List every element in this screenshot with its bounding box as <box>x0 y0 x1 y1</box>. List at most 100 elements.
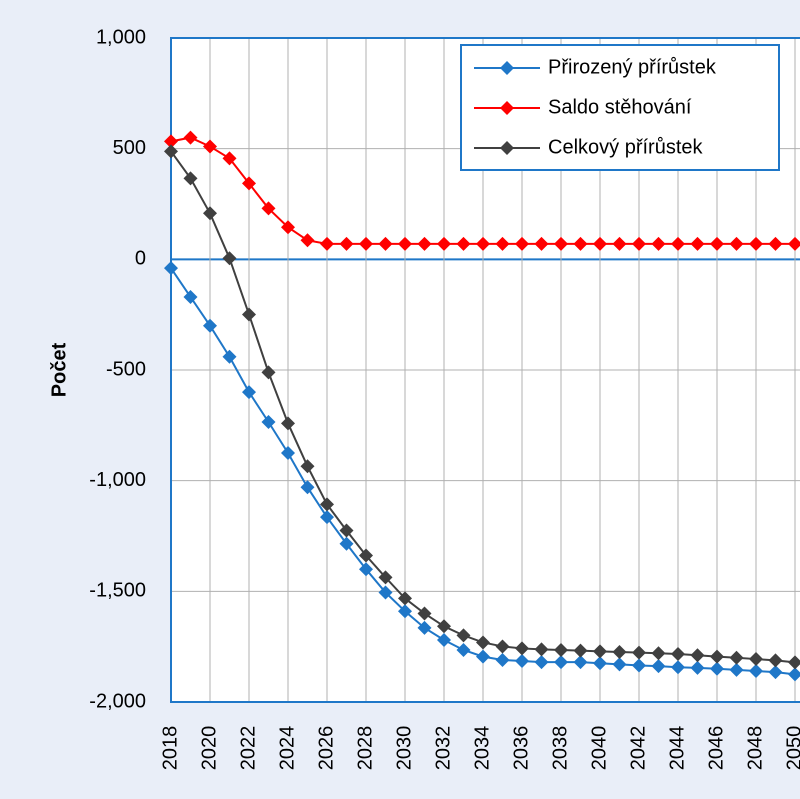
marker <box>378 585 393 600</box>
marker <box>554 642 568 657</box>
marker <box>339 236 354 251</box>
x-tick-label: 2018 <box>159 726 181 771</box>
legend-marker <box>500 101 514 115</box>
y-tick-label: 1,000 <box>96 26 146 48</box>
legend-label: Přirozený přírůstek <box>548 56 717 78</box>
marker <box>612 644 627 659</box>
marker <box>183 289 198 304</box>
marker <box>788 655 800 670</box>
marker <box>281 446 295 460</box>
marker <box>768 653 783 668</box>
marker <box>417 236 432 251</box>
y-tick-label: 500 <box>113 137 146 159</box>
marker <box>768 665 783 680</box>
marker <box>710 649 724 664</box>
x-tick-label: 2038 <box>549 726 571 771</box>
marker <box>398 236 412 251</box>
marker <box>476 236 490 251</box>
marker <box>242 385 256 400</box>
marker <box>242 307 256 322</box>
marker <box>164 134 178 149</box>
x-tick-label: 2020 <box>198 726 220 771</box>
marker <box>515 654 529 669</box>
marker <box>164 261 178 276</box>
marker <box>593 644 607 659</box>
marker <box>612 236 627 251</box>
marker <box>593 236 607 251</box>
marker <box>183 130 198 145</box>
x-tick-label: 2022 <box>237 726 259 771</box>
marker <box>651 659 666 674</box>
marker <box>651 236 666 251</box>
marker <box>749 652 763 667</box>
x-tick-label: 2026 <box>315 726 337 771</box>
marker <box>261 415 276 430</box>
marker <box>573 643 588 658</box>
marker <box>417 620 432 635</box>
marker <box>222 251 237 266</box>
marker <box>437 619 451 634</box>
marker <box>456 628 471 643</box>
marker <box>281 416 295 431</box>
marker <box>456 642 471 657</box>
x-tick-label: 2036 <box>510 726 532 771</box>
y-tick-label: -1,000 <box>89 469 146 491</box>
marker <box>554 655 568 670</box>
marker <box>203 206 217 221</box>
marker <box>729 662 744 677</box>
y-tick-label: -2,000 <box>89 690 146 712</box>
x-tick-label: 2024 <box>276 726 298 771</box>
marker <box>281 220 295 235</box>
marker <box>203 318 217 333</box>
marker <box>495 236 510 251</box>
marker <box>788 667 800 682</box>
marker <box>261 201 276 216</box>
marker <box>495 639 510 654</box>
marker <box>749 236 763 251</box>
x-tick-label: 2032 <box>432 726 454 771</box>
marker <box>534 655 549 670</box>
y-tick-label: 0 <box>135 248 146 270</box>
x-tick-label: 2042 <box>627 726 649 771</box>
marker <box>437 236 451 251</box>
marker <box>788 236 800 251</box>
marker <box>320 510 334 525</box>
marker <box>671 646 685 661</box>
marker <box>417 606 432 621</box>
y-tick-label: -500 <box>106 358 146 380</box>
marker <box>690 660 705 675</box>
marker <box>651 646 666 661</box>
marker <box>710 236 724 251</box>
marker <box>164 144 178 159</box>
marker <box>515 641 529 656</box>
marker <box>359 562 373 577</box>
marker <box>359 548 373 563</box>
marker <box>632 645 646 660</box>
marker <box>203 139 217 154</box>
marker <box>768 236 783 251</box>
legend-marker <box>500 141 514 155</box>
marker <box>554 236 568 251</box>
marker <box>456 236 471 251</box>
marker <box>729 650 744 665</box>
legend-label: Celkový přírůstek <box>548 136 703 158</box>
marker <box>573 236 588 251</box>
x-tick-label: 2040 <box>588 726 610 771</box>
x-tick-label: 2028 <box>354 726 376 771</box>
marker <box>300 480 315 495</box>
x-tick-label: 2030 <box>393 726 415 771</box>
marker <box>183 171 198 186</box>
marker <box>729 236 744 251</box>
marker <box>300 459 315 474</box>
marker <box>534 642 549 657</box>
marker <box>690 648 705 663</box>
marker <box>320 236 334 251</box>
plot-border <box>170 37 800 703</box>
marker <box>749 664 763 679</box>
x-tick-label: 2048 <box>744 726 766 771</box>
marker <box>573 655 588 670</box>
marker <box>476 649 490 664</box>
marker <box>242 176 256 191</box>
marker <box>222 151 237 166</box>
